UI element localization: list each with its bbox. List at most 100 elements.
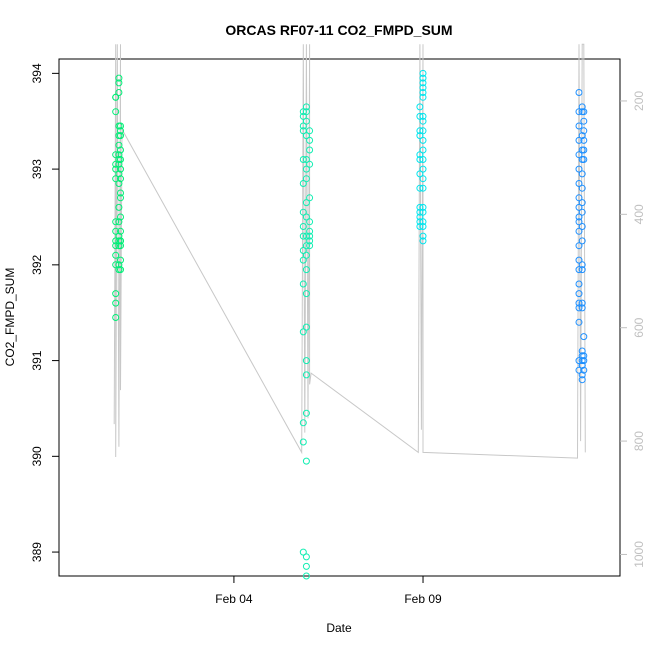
data-point (112, 165, 120, 173)
data-point (302, 290, 310, 298)
y-axis: 389 390 391 392 393 394 (30, 63, 59, 562)
altitude-trace (113, 43, 586, 459)
data-point (575, 256, 583, 264)
data-point (419, 79, 427, 87)
data-point (299, 112, 307, 120)
data-point (117, 127, 124, 135)
data-point (580, 357, 588, 365)
data-point (419, 136, 427, 144)
data-point (578, 376, 586, 384)
data-point (299, 180, 307, 187)
chart-title: ORCAS RF07-11 CO2_FMPD_SUM (225, 22, 452, 38)
data-point (580, 146, 588, 154)
data-point (575, 304, 583, 312)
data-point (578, 208, 586, 216)
y-axis-label: CO2_FMPD_SUM (3, 268, 17, 367)
data-point (299, 438, 307, 446)
data-point (112, 175, 120, 183)
data-point (306, 136, 314, 144)
plot-box (58, 58, 621, 577)
data-point (299, 256, 307, 264)
data-point (416, 203, 424, 211)
data-points (112, 69, 588, 580)
data-point (575, 151, 583, 159)
data-point (419, 117, 427, 125)
data-point (575, 89, 583, 96)
data-point (578, 103, 586, 111)
data-point (575, 194, 583, 202)
data-point (578, 199, 586, 207)
data-point (299, 156, 307, 163)
data-point (112, 314, 120, 321)
data-point (117, 227, 124, 235)
data-point (416, 103, 424, 111)
data-point (112, 251, 120, 259)
data-point (299, 223, 307, 230)
data-point (306, 127, 314, 135)
data-point (578, 170, 586, 178)
data-point (419, 127, 427, 135)
data-point (419, 84, 427, 92)
x-tick-label: Feb 04 (215, 592, 253, 606)
data-point (575, 318, 583, 326)
data-point (112, 299, 120, 307)
data-point (117, 156, 124, 163)
data-point (115, 180, 123, 187)
data-point (306, 227, 314, 235)
data-point (419, 237, 427, 245)
data-point (575, 299, 583, 307)
data-point (416, 170, 424, 178)
data-point (306, 160, 314, 168)
data-point (419, 165, 427, 173)
data-point (299, 208, 307, 216)
data-point (578, 223, 586, 230)
data-point (302, 562, 310, 570)
data-point (419, 69, 427, 77)
data-point (117, 132, 124, 140)
data-point (575, 203, 583, 211)
data-point (578, 371, 586, 379)
data-point (416, 156, 424, 163)
data-point (115, 261, 123, 269)
data-point (416, 132, 424, 140)
data-point (580, 366, 588, 374)
data-point (117, 146, 124, 154)
data-point (117, 266, 124, 274)
y-tick-label: 390 (30, 446, 44, 466)
data-point (115, 203, 123, 211)
data-point (416, 223, 424, 230)
data-point (575, 180, 583, 187)
data-point (578, 237, 586, 245)
data-point (302, 553, 310, 561)
data-point (306, 194, 314, 202)
altitude-line (113, 43, 586, 459)
data-point (580, 136, 588, 144)
data-point (419, 146, 427, 154)
data-point (302, 156, 310, 163)
y-tick-label: 393 (30, 159, 44, 179)
data-point (419, 184, 427, 192)
data-point (302, 266, 310, 274)
data-point (580, 333, 588, 341)
data-point (580, 117, 588, 125)
data-point (117, 213, 124, 221)
data-point (419, 223, 427, 230)
x-axis-label: Date (326, 621, 352, 635)
data-point (299, 108, 307, 116)
data-point (416, 151, 424, 159)
data-point (306, 242, 314, 250)
data-point (575, 218, 583, 226)
data-point (112, 227, 120, 235)
data-point (112, 108, 120, 116)
data-point (302, 108, 310, 116)
data-point (575, 136, 583, 144)
data-point (578, 299, 586, 307)
data-point (575, 165, 583, 173)
data-point (115, 89, 123, 96)
y-tick-label: 391 (30, 350, 44, 370)
data-point (299, 122, 307, 130)
data-point (419, 175, 427, 183)
data-point (117, 175, 124, 183)
right-tick-label: 200 (632, 91, 646, 111)
data-point (115, 170, 123, 178)
